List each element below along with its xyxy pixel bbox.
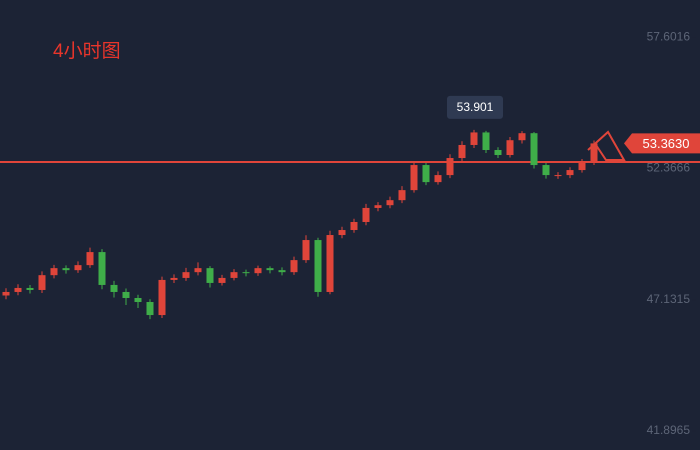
- y-tick-label: 57.6016: [647, 29, 691, 43]
- peak-label-box: [447, 95, 503, 119]
- candle-body: [170, 277, 178, 280]
- candle-body: [182, 272, 190, 278]
- candle-body: [590, 143, 598, 163]
- y-tick-label: 52.3666: [647, 161, 691, 175]
- candle-body: [434, 175, 442, 183]
- candle-body: [338, 230, 346, 236]
- candle-body: [302, 240, 310, 261]
- candle-body: [98, 252, 106, 285]
- drawn-triangle: [587, 130, 626, 161]
- price-tag-label: 53.3630: [643, 136, 690, 151]
- candle-body: [410, 165, 418, 191]
- candle-body: [134, 297, 142, 303]
- chart-title: 4小时图: [53, 40, 121, 62]
- candle-body: [254, 268, 262, 274]
- candle-body: [374, 205, 382, 208]
- candle-body: [350, 221, 358, 231]
- candle-body: [482, 132, 490, 150]
- candle-body: [326, 235, 334, 292]
- candle-body: [542, 165, 550, 176]
- candle-body: [278, 270, 286, 273]
- candle-body: [26, 287, 34, 290]
- candle-body: [386, 200, 394, 206]
- candle-body: [74, 265, 82, 271]
- candle-body: [530, 133, 538, 166]
- y-tick-label: 47.1315: [647, 292, 691, 306]
- candle-body: [518, 133, 526, 141]
- candle-body: [314, 240, 322, 292]
- candle-body: [422, 165, 430, 183]
- candle-body: [110, 284, 118, 292]
- candle-body: [470, 132, 478, 145]
- candle-body: [494, 150, 502, 156]
- candle-body: [2, 291, 10, 296]
- price-tag: [624, 133, 700, 154]
- candle-body: [14, 287, 22, 292]
- candle-body: [86, 252, 94, 266]
- peak-label: 53.901: [457, 100, 494, 114]
- candle-body: [578, 162, 586, 171]
- candle-body: [554, 175, 562, 177]
- candle-body: [458, 144, 466, 159]
- candle-body: [266, 268, 274, 271]
- candle-body: [146, 302, 154, 316]
- candle-body: [398, 190, 406, 201]
- candle-body: [122, 291, 130, 298]
- candle-body: [206, 268, 214, 283]
- candle-body: [194, 268, 202, 273]
- candle-body: [242, 272, 250, 274]
- candle-body: [230, 272, 238, 278]
- candle-body: [158, 279, 166, 316]
- candle-body: [362, 207, 370, 222]
- y-tick-label: 41.8965: [647, 423, 691, 437]
- candle-body: [446, 158, 454, 176]
- candle-body: [50, 268, 58, 276]
- candle-body: [62, 268, 70, 271]
- candle-body: [290, 260, 298, 273]
- candle-body: [506, 140, 514, 156]
- candle-body: [566, 170, 574, 176]
- candle-body: [38, 275, 46, 290]
- candle-body: [218, 277, 226, 283]
